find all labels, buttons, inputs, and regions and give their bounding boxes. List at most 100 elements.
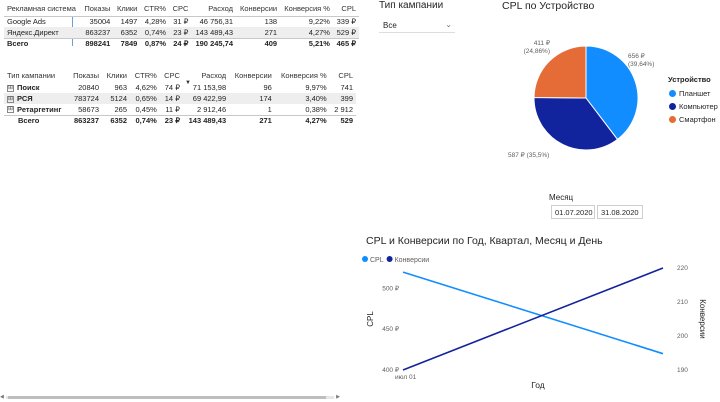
pie-chart[interactable]: 656 ₽ (39,64%) 587 ₽ (35,5%) 411 ₽ (24,86%) [500, 36, 665, 161]
cell: 46 756,31 [199, 17, 234, 27]
cell: 190 245,74 [191, 37, 237, 49]
cell: 409 [236, 37, 281, 49]
total-row: Всего 898241 7849 0,87% 24 ₽ 190 245,74 … [4, 37, 359, 49]
cell: 9,97% [305, 83, 327, 92]
expand-icon[interactable]: ⊞ [7, 106, 14, 114]
legend-label[interactable]: Конверсии [395, 257, 430, 264]
cell: 0,45% [135, 104, 157, 114]
cell: 0,87% [140, 37, 170, 49]
cell: ⊞ Поиск [4, 82, 68, 93]
campaign-type-table: Тип кампании Показы Клики CTR% CPC Расхо… [4, 68, 356, 126]
date-from-input[interactable]: 01.07.2020 [551, 205, 595, 219]
y-right-axis-title: Конверсии [698, 299, 707, 339]
legend-item-smartphone[interactable]: Смартфон [669, 115, 716, 124]
campaign-type-dropdown[interactable]: Все ⌄ [379, 18, 455, 33]
cell: Всего [4, 114, 69, 126]
col-header[interactable]: Конверсия % [280, 2, 333, 17]
pie-data-label: 411 ₽ (24,86%) [524, 39, 551, 55]
cell: 3,40% [274, 93, 330, 104]
legend-label[interactable]: CPL [370, 257, 384, 264]
sort-desc-icon: ▼ [184, 80, 191, 86]
pie-slice[interactable] [585, 45, 639, 141]
dropdown-value: Все [383, 21, 397, 30]
cell: Google Ads [7, 17, 46, 27]
cell: 783724 [68, 93, 102, 104]
cell: 0,38% [305, 104, 327, 114]
y-right-tick-label: 210 [677, 299, 688, 306]
expand-icon[interactable]: ⊞ [7, 84, 14, 92]
col-header-sorted[interactable]: Расход ▼ [183, 68, 229, 87]
cell: 4,28% [144, 17, 167, 27]
cell: 2 912,46 [196, 104, 227, 114]
table-row[interactable]: ⊞ Ретаргетинг 58673 265 0,45% 11 ₽ 2 912,… [4, 104, 356, 115]
col-header[interactable]: Конверсии [234, 70, 272, 80]
scroll-thumb[interactable] [8, 396, 326, 399]
cell: 6352 [102, 114, 130, 126]
legend-title: Устройство [668, 75, 711, 84]
col-header[interactable]: Расход [191, 2, 237, 17]
x-axis-title: Год [531, 380, 545, 390]
legend-item-desktop[interactable]: Компьютер [669, 102, 718, 111]
cell: 14 ₽ [159, 93, 183, 104]
table-header-row: Тип кампании Показы Клики CTR% CPC Расхо… [4, 68, 356, 87]
cell: 529 [329, 114, 356, 126]
row-label: Поиск [17, 83, 40, 92]
cell: 69 422,99 [182, 93, 230, 104]
cell: 5124 [102, 93, 130, 104]
table-row[interactable]: ⊞ Поиск 20840 963 4,62% 74 ₽ 71 153,98 96… [4, 82, 356, 93]
col-header[interactable]: CTR% [134, 70, 157, 80]
col-header[interactable]: Тип кампании [7, 70, 56, 80]
cell: 863237 [68, 114, 102, 126]
table-row[interactable]: Яндекс.Директ 863237 6352 0,74% 23 ₽ 143… [4, 27, 359, 38]
row-label: Ретаргетинг [17, 104, 62, 114]
cell: 31 ₽ [173, 17, 189, 27]
col-header[interactable]: CPC [169, 2, 192, 17]
table-row[interactable]: Google Ads 35004 1497 4,28% 31 ₽ 46 756,… [4, 16, 359, 27]
cell: 7849 [113, 37, 141, 49]
cell: 143 489,43 [191, 27, 237, 38]
ad-system-table: Рекламная система Показы Клики CTR% CPC … [4, 2, 359, 49]
x-tick-label: июл 01 [395, 374, 417, 381]
cell: ⊞ РСЯ [4, 93, 69, 104]
col-header[interactable]: Рекламная система [4, 2, 81, 17]
col-header[interactable]: Клики [106, 70, 127, 80]
cell: 1497 [120, 17, 138, 27]
col-header-label: Расход [201, 70, 227, 80]
table-row[interactable]: ⊞ РСЯ 783724 5124 0,65% 14 ₽ 69 422,99 17… [4, 93, 356, 104]
cell: 24 ₽ [169, 37, 192, 49]
col-header[interactable]: Показы [80, 2, 114, 17]
series-line[interactable] [402, 267, 664, 371]
series-line[interactable] [402, 271, 664, 355]
cell: 265 [114, 104, 127, 114]
cell: 23 ₽ [169, 27, 192, 38]
col-header[interactable]: CPL [332, 2, 359, 17]
legend-item-tablet[interactable]: Планшет [669, 89, 710, 98]
cell: 58673 [78, 104, 99, 114]
cell: 271 [236, 27, 281, 38]
legend-dot-icon [669, 116, 676, 123]
col-header[interactable]: Показы [73, 70, 99, 80]
cell: 4,27% [280, 27, 333, 38]
col-header[interactable]: CPC [164, 70, 180, 80]
cell: 1 [267, 104, 272, 114]
cell: 6352 [113, 27, 141, 38]
date-to-input[interactable]: 31.08.2020 [597, 205, 643, 219]
scroll-right-icon[interactable]: ▶ [336, 394, 340, 400]
cell: 20840 [78, 83, 99, 92]
cell: 0,74% [140, 27, 170, 38]
cell: 0,65% [130, 93, 160, 104]
scroll-left-icon[interactable]: ◀ [0, 394, 4, 400]
col-header[interactable]: CPL [338, 70, 353, 80]
col-header[interactable]: Клики [113, 2, 141, 17]
col-header[interactable]: CTR% [140, 2, 170, 17]
cell: 271 [229, 114, 275, 126]
cell: 4,62% [135, 83, 157, 92]
col-header[interactable]: Конверсия % [280, 70, 327, 80]
col-header[interactable]: Конверсии [236, 2, 281, 17]
horizontal-scrollbar[interactable]: ◀ ▶ [0, 394, 340, 400]
line-chart[interactable]: CPL Конверсии 500 ₽ 450 ₽ 400 ₽ 220 210 200 190 C… [360, 250, 715, 395]
cell: 174 [229, 93, 275, 104]
pie-slice[interactable] [533, 45, 587, 99]
pie-slice[interactable] [533, 97, 619, 151]
expand-icon[interactable]: ⊞ [7, 95, 14, 103]
